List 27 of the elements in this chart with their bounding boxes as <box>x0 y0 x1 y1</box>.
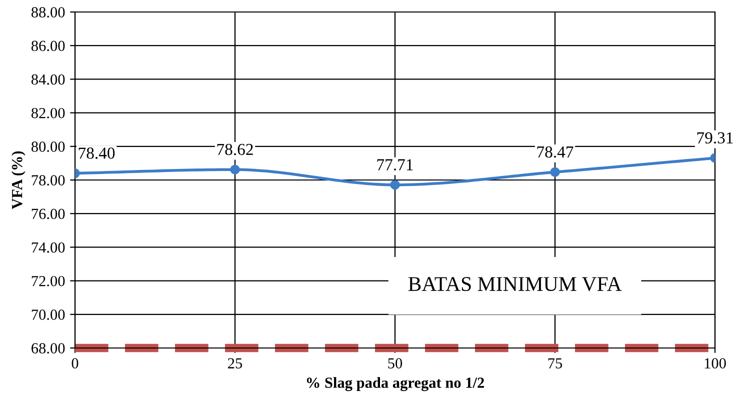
y-tick-label: 72.00 <box>32 276 65 286</box>
y-tick-label: 74.00 <box>32 242 65 253</box>
y-tick-label: 84.00 <box>31 74 65 85</box>
y-tick-label: 76.00 <box>32 208 65 220</box>
x-tick-label: 75 <box>548 358 562 368</box>
y-tick-label: 78.00 <box>32 175 65 186</box>
y-tick-label: 80.00 <box>31 142 65 152</box>
x-tick-label: 50 <box>388 358 402 368</box>
ref-line-label: BATAS MINIMUM VFA <box>408 277 622 292</box>
y-tick-label: 82.00 <box>31 108 65 118</box>
y-tick-label: 68.00 <box>32 343 65 354</box>
point <box>230 164 240 174</box>
data-label: 79.31 <box>697 132 733 144</box>
y-axis-title: VFA (%) <box>11 151 26 210</box>
x-tick-label: 25 <box>228 358 242 368</box>
y-tick-label: 70.00 <box>32 310 65 320</box>
data-label: 78.47 <box>537 146 574 158</box>
data-label: 78.62 <box>217 144 253 156</box>
x-tick-label: 100 <box>704 358 726 368</box>
x-axis-title: % Slag pada agregat no 1/2 <box>306 377 484 392</box>
point <box>390 180 400 190</box>
y-tick-label: 88.00 <box>31 7 65 18</box>
x-tick-label: 0 <box>72 358 78 368</box>
point <box>550 167 560 177</box>
data-label: 77.71 <box>377 159 413 170</box>
y-tick-label: 86.00 <box>31 40 65 52</box>
data-label: 78.40 <box>78 148 115 159</box>
